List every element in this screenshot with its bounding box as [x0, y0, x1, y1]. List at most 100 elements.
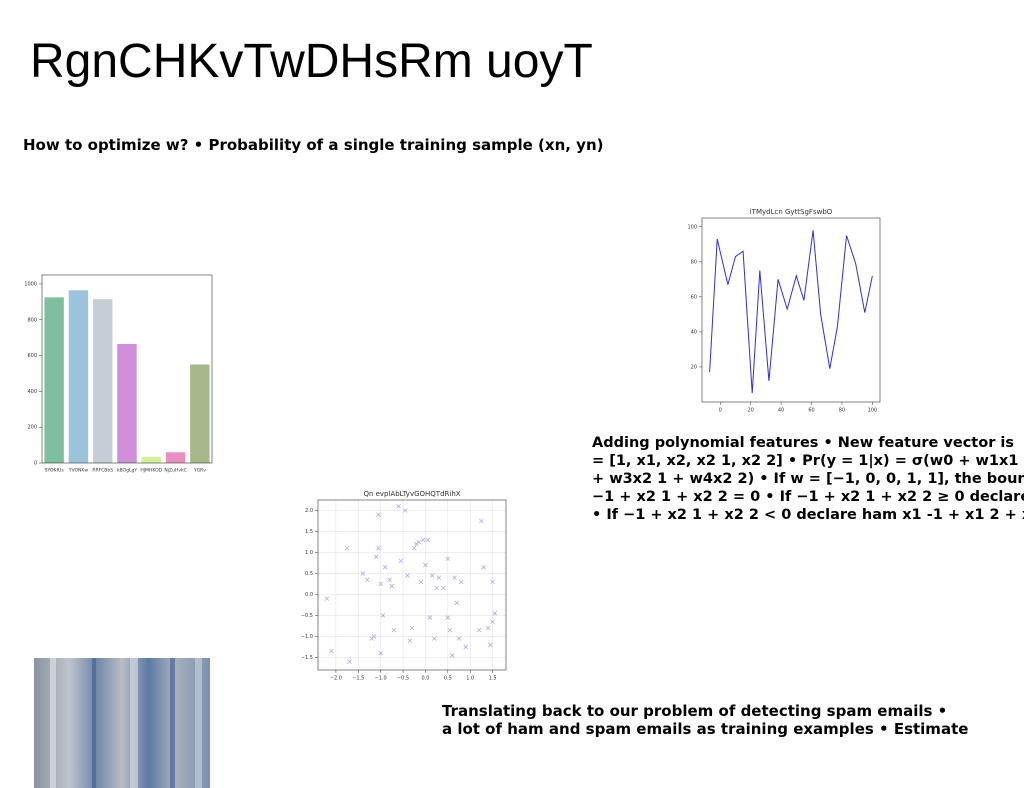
x-tick-label: 60 — [808, 408, 814, 414]
point — [371, 634, 377, 639]
x-tick-label: SYOKfUs — [45, 468, 65, 474]
x-tick-label: 20 — [747, 408, 753, 414]
y-tick-label: 0.5 — [305, 571, 313, 577]
y-tick-label: 80 — [691, 259, 697, 265]
point — [360, 571, 366, 576]
point — [396, 504, 401, 509]
x-tick-label: 0.0 — [421, 676, 429, 682]
text-line: Adding polynomial features • New feature… — [592, 435, 1014, 451]
y-tick-label: 0 — [34, 461, 37, 467]
y-tick-label: 2.0 — [305, 508, 313, 514]
point — [432, 636, 437, 641]
slide-title: RgnCHKvTwDHsRm uoyT — [30, 35, 593, 88]
point — [436, 575, 442, 580]
bar — [68, 290, 89, 463]
bar — [44, 297, 64, 463]
bar — [93, 299, 113, 463]
bar — [190, 364, 210, 463]
y-tick-label: 800 — [27, 317, 37, 323]
point — [407, 638, 413, 643]
x-tick-label: 1.0 — [466, 676, 474, 682]
x-tick-label: 40 — [778, 408, 784, 414]
point — [447, 627, 453, 633]
y-tick-label: 1000 — [24, 281, 37, 287]
photo — [34, 658, 210, 788]
point — [411, 545, 417, 551]
point — [389, 583, 395, 589]
point — [458, 579, 464, 585]
point — [373, 554, 379, 559]
y-tick-label: 20 — [691, 364, 697, 370]
point — [425, 537, 430, 543]
point — [376, 512, 381, 517]
y-tick-label: 100 — [687, 224, 697, 230]
x-tick-label: −2.0 — [330, 676, 342, 682]
point — [427, 615, 433, 620]
point — [450, 653, 455, 658]
point — [391, 627, 397, 633]
y-tick-label: −1.5 — [301, 655, 313, 661]
plot-frame — [701, 217, 881, 403]
point — [420, 537, 426, 543]
point — [441, 585, 446, 591]
bar — [117, 343, 137, 463]
x-tick-label: NjZuHvkC — [164, 468, 186, 474]
point — [324, 596, 330, 601]
point — [387, 577, 392, 583]
x-tick-label: 0.5 — [444, 676, 452, 682]
y-tick-label: 1.5 — [305, 529, 313, 535]
y-tick-label: 1.0 — [305, 550, 313, 556]
text-line: −1 + x2 1 + x2 2 = 0 • If −1 + x2 1 + x2… — [592, 489, 1024, 505]
point — [434, 585, 439, 591]
x-tick-label: −1.5 — [352, 676, 364, 682]
x-tick-label: YVONKw — [68, 468, 89, 474]
point — [490, 579, 495, 585]
bar — [141, 456, 161, 463]
point — [479, 518, 484, 524]
x-tick-label: 0 — [719, 408, 722, 414]
x-tick-label: HJMHKOD — [140, 468, 162, 474]
point — [409, 625, 415, 631]
point — [418, 579, 424, 585]
point — [378, 581, 383, 587]
point — [364, 577, 370, 583]
point — [490, 619, 495, 625]
y-tick-label: 600 — [27, 353, 37, 359]
text-line: a lot of ham and spam emails as training… — [442, 720, 969, 738]
point — [452, 575, 457, 580]
point — [380, 613, 386, 618]
point — [378, 650, 383, 656]
plot-frame — [317, 499, 507, 671]
point — [492, 611, 498, 616]
text-line: = [1, x1, x2, x2 1, x2 2] • Pr(y = 1|x) … — [592, 453, 1024, 469]
point — [445, 556, 451, 562]
point — [456, 636, 462, 641]
text-line: + w3x2 1 + w4x2 2) • If w = [−1, 0, 0, 1… — [592, 471, 1024, 487]
y-tick-label: 400 — [27, 389, 37, 395]
point — [445, 615, 451, 620]
point — [423, 562, 428, 568]
point — [488, 642, 493, 648]
text-line: • If −1 + x2 1 + x2 2 < 0 declare ham x1… — [592, 507, 1024, 523]
y-tick-label: 200 — [27, 425, 37, 431]
y-tick-label: −1.0 — [301, 634, 313, 640]
point — [454, 600, 460, 606]
line — [709, 230, 873, 394]
x-tick-label: YGRv — [193, 468, 206, 474]
subtitle: How to optimize w? • Probability of a si… — [23, 136, 604, 154]
chart-title: Qn evplAbLTyvGOHQTdRihX — [363, 490, 460, 498]
text-line: Translating back to our problem of detec… — [442, 702, 948, 720]
bottom-text: Translating back to our problem of detec… — [442, 702, 968, 738]
point — [403, 508, 408, 513]
chart-title: iTMydLcn GyttSgFswbO — [750, 208, 833, 216]
point — [329, 648, 334, 654]
point — [463, 644, 468, 650]
point — [382, 564, 388, 570]
point — [344, 545, 350, 551]
y-tick-label: 60 — [691, 294, 697, 300]
y-tick-label: −0.5 — [301, 613, 313, 619]
point — [429, 573, 435, 578]
point — [376, 545, 381, 551]
